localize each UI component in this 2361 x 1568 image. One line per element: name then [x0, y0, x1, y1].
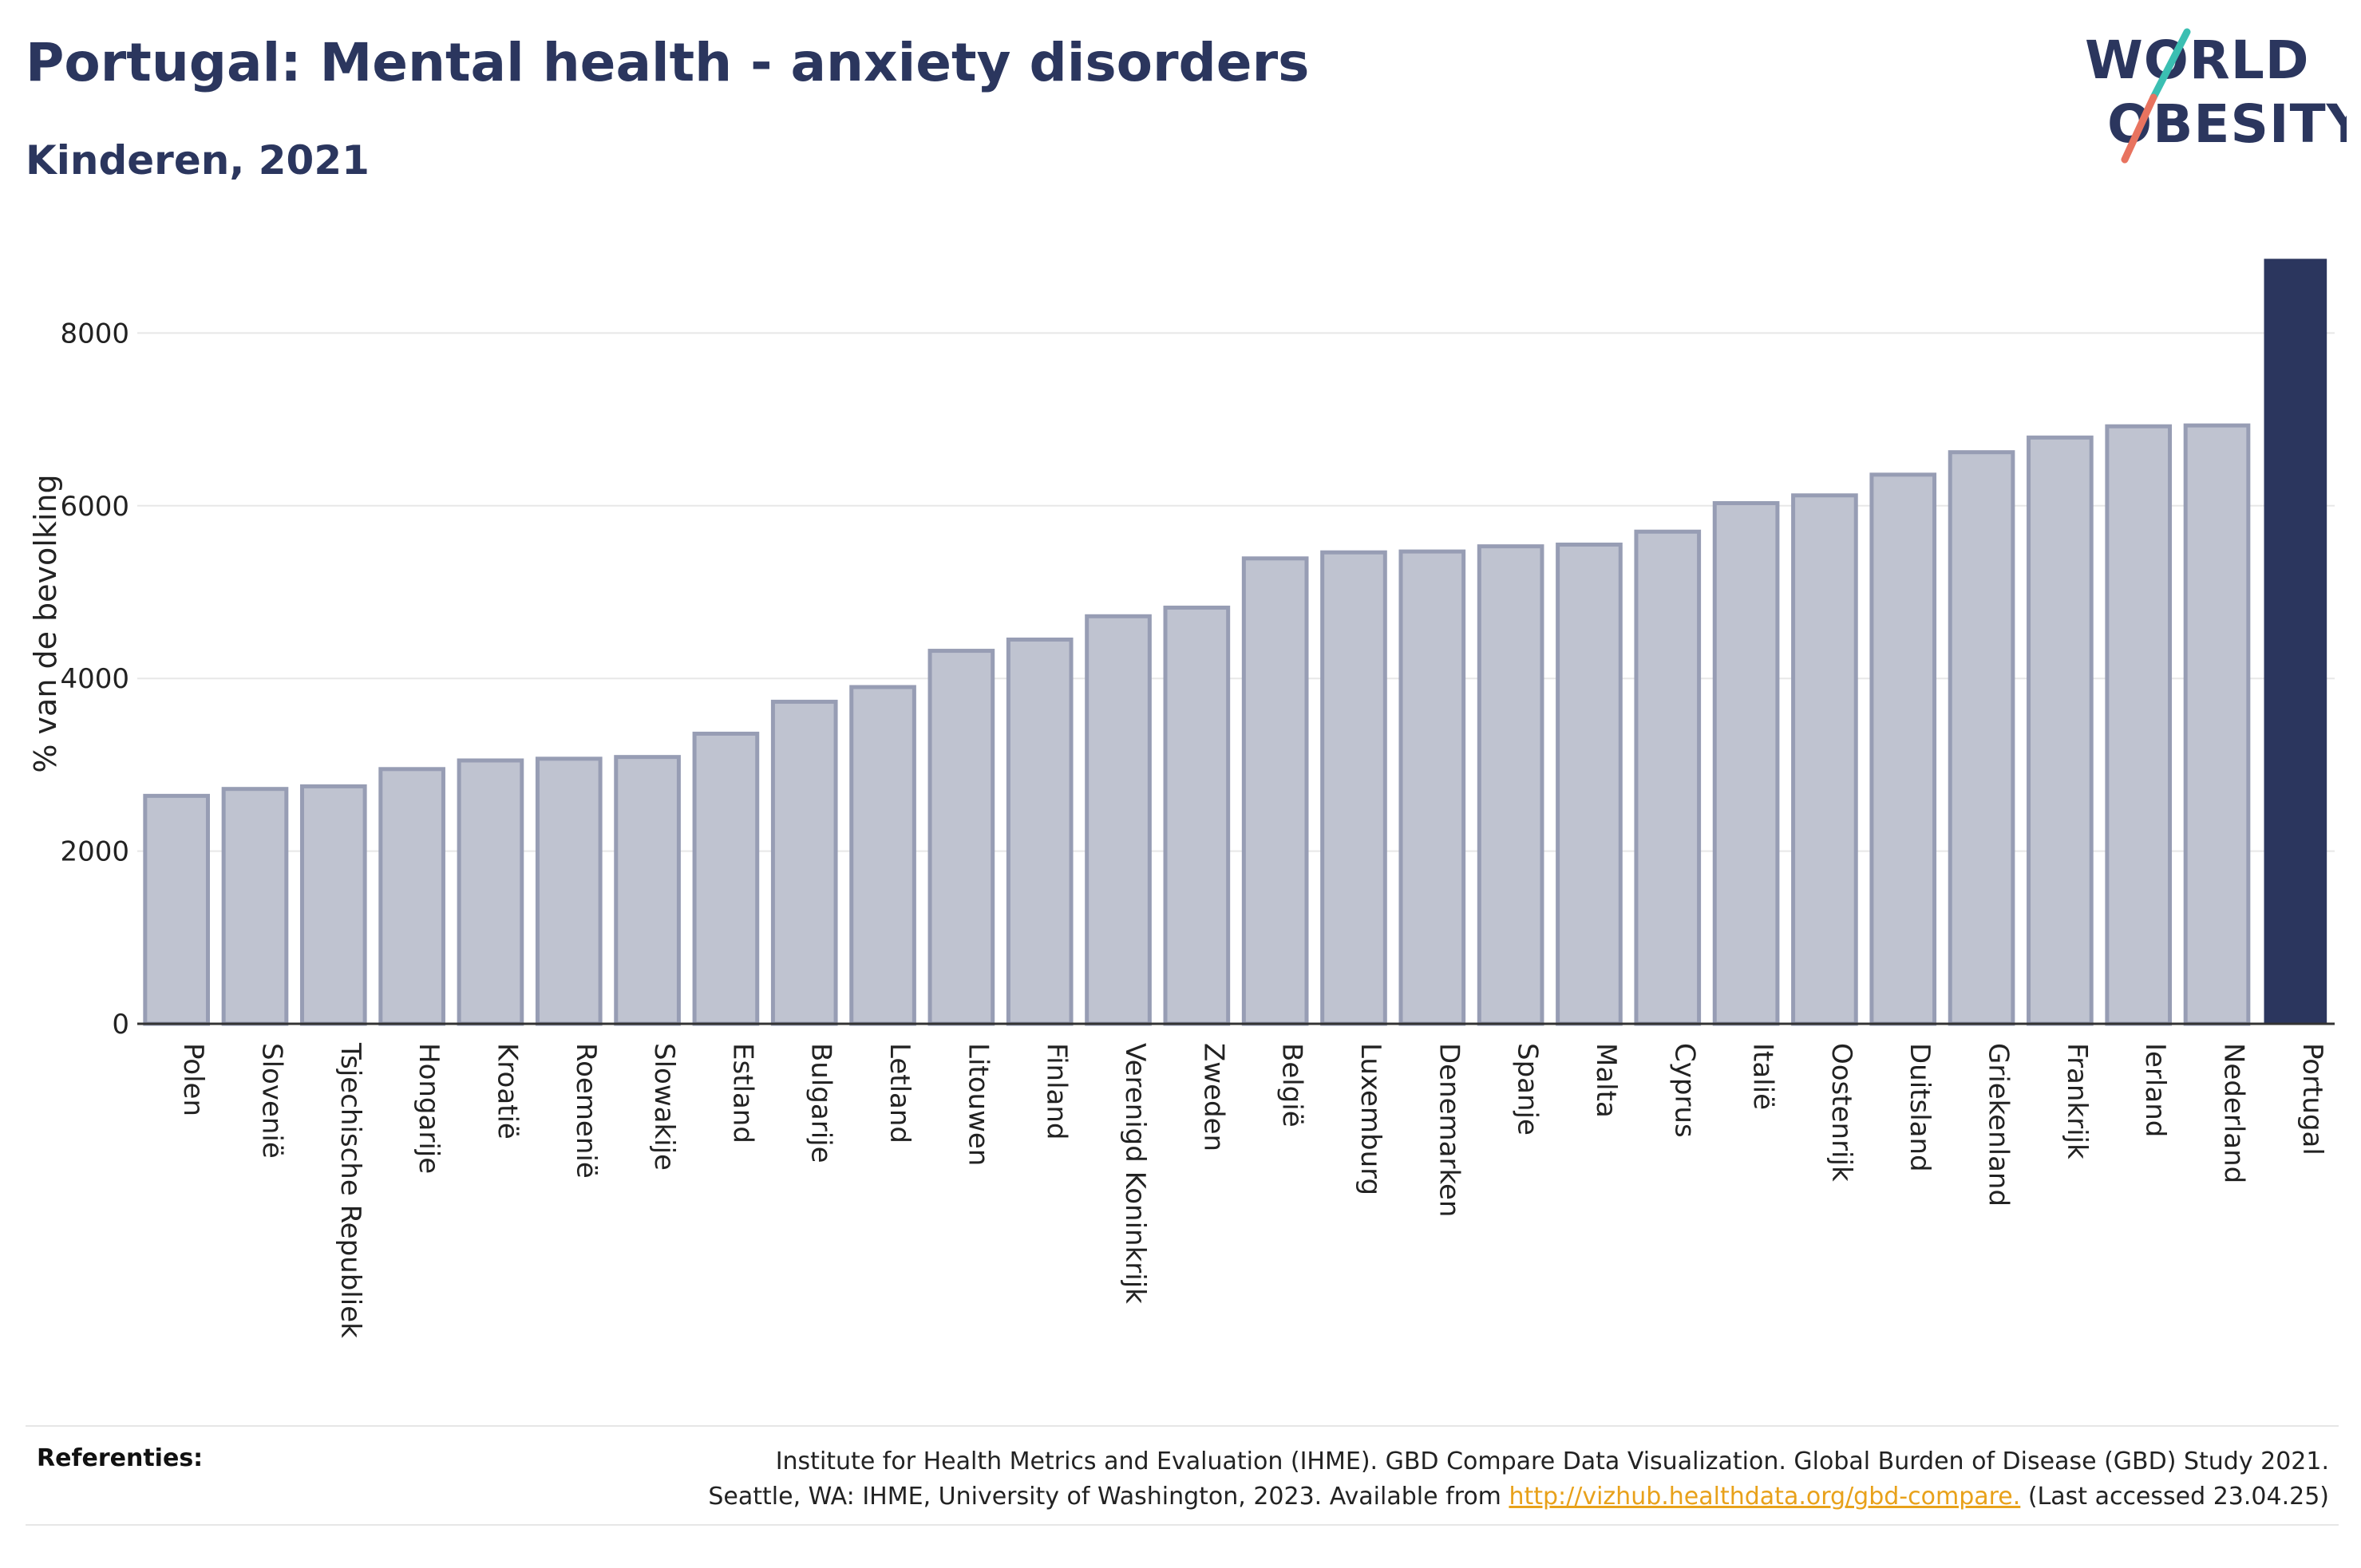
x-tick-label: Polen [177, 1043, 209, 1116]
bar-frankrijk [2027, 435, 2094, 1026]
x-tick-label: Roemenië [570, 1043, 602, 1179]
bar-belgië [1241, 556, 1309, 1026]
y-tick-label: 6000 [60, 491, 129, 523]
bar-denemarken [1398, 549, 1466, 1026]
references-label: Referenties: [37, 1444, 204, 1472]
x-tick-label: Letland [884, 1043, 916, 1143]
y-tick-label: 4000 [60, 663, 129, 695]
x-tick-label: Spanje [1512, 1043, 1544, 1136]
x-axis-labels: Polen Slovenië Tsjechische Republiek Hongar… [177, 1042, 2328, 1338]
chart-subtitle: Kinderen, 2021 [26, 137, 370, 184]
y-tick-label: 2000 [60, 836, 129, 868]
bar-ierland [2105, 424, 2173, 1026]
references-line-2-prefix: Seattle, WA: IHME, University of Washing… [708, 1483, 1509, 1511]
x-tick-label: Malta [1590, 1043, 1622, 1118]
x-tick-label: Denemarken [1433, 1043, 1465, 1217]
bar-spanje [1477, 544, 1544, 1026]
x-tick-label: Finland [1041, 1043, 1073, 1140]
x-tick-label: Estland [726, 1043, 758, 1143]
bar-kroatië [457, 758, 524, 1026]
references-bottom-divider [26, 1524, 2339, 1526]
bar-chart: 0 2000 4000 6000 8000 Polen Slovenië Tsjechisc… [28, 259, 2335, 1338]
x-tick-label: Litouwen [962, 1043, 994, 1166]
bar-finland [1006, 638, 1074, 1026]
bar-polen [143, 793, 210, 1026]
x-tick-label: Ierland [2139, 1043, 2171, 1137]
bar-malta [1556, 542, 1623, 1026]
x-tick-label: Luxemburg [1355, 1043, 1386, 1195]
bar-slowakije [614, 755, 681, 1026]
references-line-2: Seattle, WA: IHME, University of Washing… [493, 1479, 2329, 1515]
y-tick-label: 0 [112, 1009, 129, 1041]
world-obesity-logo: WORLD OBESITY [2085, 28, 2347, 164]
x-tick-label: Slowakije [648, 1043, 680, 1171]
x-tick-label: Oostenrijk [1825, 1043, 1857, 1182]
bar-zweden [1163, 605, 1231, 1026]
x-tick-label: Portugal [2296, 1043, 2328, 1155]
bar-tsjechische-republiek [299, 784, 367, 1026]
logo-word-world: WORLD [2085, 30, 2310, 91]
references-line-1: Institute for Health Metrics and Evaluat… [775, 1448, 2329, 1475]
bar-slovenië [221, 787, 289, 1026]
y-axis-ticks: 0 2000 4000 6000 8000 [60, 318, 129, 1041]
bar-cyprus [1634, 529, 1702, 1026]
x-tick-label: Nederland [2218, 1043, 2250, 1183]
x-tick-label: Bulgarije [805, 1043, 837, 1163]
x-tick-label: Hongarije [413, 1043, 445, 1174]
x-tick-label: België [1276, 1043, 1308, 1128]
references-top-divider [26, 1425, 2339, 1427]
bar-estland [692, 731, 760, 1026]
bar-verenigd-koninkrijk [1085, 614, 1152, 1026]
bars [143, 259, 2327, 1026]
x-tick-label: Frankrijk [2061, 1043, 2093, 1159]
bar-italië [1712, 501, 1780, 1026]
x-tick-label: Cyprus [1668, 1043, 1700, 1138]
x-tick-label: Griekenland [1983, 1043, 2015, 1207]
bar-roemenië [535, 756, 603, 1026]
bar-hongarije [378, 767, 445, 1026]
bar-nederland [2183, 423, 2251, 1026]
references-link[interactable]: http://vizhub.healthdata.org/gbd-compare… [1509, 1483, 2021, 1511]
y-axis-label: % van de bevolking [28, 474, 63, 772]
references-text: Institute for Health Metrics and Evaluat… [493, 1444, 2329, 1515]
x-tick-label: Verenigd Koninkrijk [1119, 1043, 1151, 1304]
bar-letland [849, 685, 916, 1026]
y-tick-label: 8000 [60, 318, 129, 350]
x-tick-label: Kroatië [491, 1043, 523, 1139]
bar-bulgarije [770, 699, 838, 1026]
x-tick-label: Zweden [1197, 1043, 1229, 1151]
x-tick-label: Slovenië [255, 1043, 287, 1159]
x-tick-label: Duitsland [1904, 1043, 1936, 1172]
bar-litouwen [927, 649, 995, 1026]
references-line-2-suffix: (Last accessed 23.04.25) [2020, 1483, 2329, 1511]
bar-griekenland [1948, 450, 2015, 1026]
bar-portugal [2264, 259, 2327, 1024]
x-tick-label: Italië [1747, 1043, 1779, 1110]
x-tick-label: Tsjechische Republiek [334, 1042, 366, 1338]
chart-title: Portugal: Mental health - anxiety disord… [26, 32, 1310, 93]
bar-duitsland [1869, 472, 1937, 1026]
bar-luxemburg [1320, 550, 1387, 1026]
bar-oostenrijk [1791, 493, 1858, 1026]
